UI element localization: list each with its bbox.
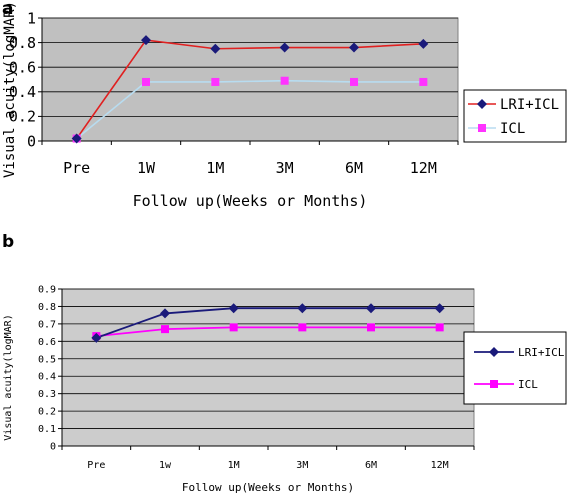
y-tick-label: 0.8 [9, 34, 36, 52]
y-tick-label: 1 [27, 9, 36, 27]
legend-label: LRI+ICL [518, 346, 565, 359]
data-point-lri-icl [228, 303, 239, 314]
x-tick-label: 1M [206, 159, 224, 177]
data-point-icl [280, 76, 289, 85]
legend-label: ICL [518, 378, 538, 391]
x-tick-label: 6M [365, 460, 377, 471]
data-point-lri-icl [160, 308, 170, 319]
data-point-icl [142, 77, 150, 86]
series-line-lri-icl [76, 39, 424, 140]
data-point-icl [211, 77, 220, 86]
legend-box [463, 89, 567, 143]
y-tick-label: 0 [50, 442, 56, 453]
y-tick-label: 0.9 [38, 285, 56, 296]
data-point-lri-icl [71, 133, 82, 144]
data-point-icl [298, 323, 307, 332]
series-line-icl [76, 79, 424, 140]
x-tick-label: 3M [296, 460, 308, 471]
y-tick-label: 0.2 [38, 407, 56, 418]
x-tick-label: 3M [276, 159, 294, 177]
y-tick-label: 0.8 [38, 302, 56, 313]
legend-label: LRI+ICL [500, 97, 559, 113]
x-tick-label: 12M [431, 460, 449, 471]
x-tick-label: 1M [228, 460, 240, 471]
y-axis-label: Visual acuity(logMAR) [3, 314, 14, 440]
x-tick-label: 1w [159, 460, 172, 471]
y-axis-label: Visual acuity(logMAR) [2, 1, 18, 178]
data-point-lri-icl [366, 303, 376, 314]
legend-marker [478, 124, 486, 132]
panel-b-group: b 0 0.1 0.2 0.3 0.4 0.5 0.6 0.7 0.8 0.9 Pre 1w 1M 3M 6M… [2, 232, 567, 494]
data-point-icl [350, 77, 358, 86]
legend-box [463, 331, 567, 405]
panel-letter: b [2, 232, 14, 252]
series-line-lri-icl [96, 307, 440, 339]
y-tick-label: 0.6 [38, 337, 56, 348]
y-tick-label: 0.6 [9, 58, 36, 76]
plot-area [61, 288, 475, 447]
x-tick-label: Pre [87, 460, 105, 471]
data-point-lri-icl [141, 35, 151, 46]
x-tick-label: 1W [137, 159, 156, 177]
data-point-icl [419, 77, 428, 86]
legend-marker [489, 347, 499, 357]
legend-marker [477, 99, 487, 109]
data-point-lri-icl [434, 303, 445, 314]
data-point-icl [435, 323, 444, 332]
legend-marker [490, 380, 498, 388]
x-axis-label: Follow up(Weeks or Months) [133, 192, 368, 210]
data-point-lri-icl [349, 42, 359, 53]
data-point-lri-icl [279, 42, 290, 53]
data-point-lri-icl [210, 43, 221, 54]
x-tick-label: Pre [63, 159, 90, 177]
panel-letter: a [2, 0, 13, 19]
y-tick-label: 0.5 [38, 354, 56, 365]
y-tick-label: 0.4 [38, 372, 56, 383]
data-point-lri-icl [91, 332, 102, 343]
data-point-icl [161, 325, 169, 334]
y-tick-label: 0.1 [38, 424, 56, 435]
y-tick-label: 0 [27, 132, 36, 150]
panel-a-group: a 0 0.2 0.4 0.6 0.8 1 Pre 1W 1M 3M 6M 12M Follow up(W… [2, 0, 567, 210]
plot-area [41, 17, 459, 142]
legend-label: ICL [500, 121, 525, 137]
series-line-icl [96, 326, 440, 337]
x-tick-label: 12M [410, 159, 437, 177]
y-tick-label: 0.3 [38, 389, 56, 400]
x-axis-label: Follow up(Weeks or Months) [182, 481, 354, 494]
data-point-icl [367, 323, 375, 332]
data-point-lri-icl [418, 38, 429, 49]
data-point-icl [229, 323, 238, 332]
y-tick-label: 0.4 [9, 83, 36, 101]
y-tick-label: 0.7 [38, 319, 56, 330]
data-point-lri-icl [297, 303, 308, 314]
y-tick-label: 0.2 [9, 108, 36, 126]
x-tick-label: 6M [345, 159, 363, 177]
